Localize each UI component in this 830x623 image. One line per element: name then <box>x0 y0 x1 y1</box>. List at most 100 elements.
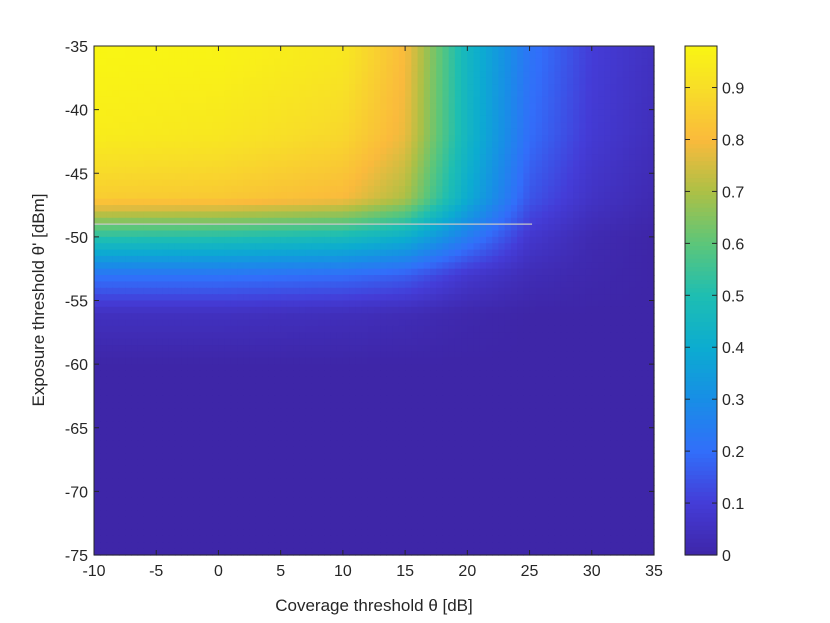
heatmap-cell <box>112 122 120 130</box>
heatmap-cell <box>162 71 170 79</box>
heatmap-cell <box>610 287 618 295</box>
heatmap-cell <box>616 338 624 346</box>
heatmap-cell <box>262 173 269 181</box>
heatmap-cell <box>585 115 593 123</box>
heatmap-cell <box>461 383 468 391</box>
heatmap-cell <box>566 65 574 73</box>
heatmap-cell <box>380 287 388 295</box>
heatmap-cell <box>249 255 257 263</box>
heatmap-cell <box>535 96 543 104</box>
heatmap-cell <box>554 243 562 251</box>
heatmap-cell <box>423 262 431 270</box>
heatmap-cell <box>398 65 406 73</box>
heatmap-cell <box>417 313 425 321</box>
heatmap-cell <box>492 211 500 219</box>
heatmap-cell <box>193 71 201 79</box>
heatmap-cell <box>479 224 487 232</box>
heatmap-cell <box>262 332 269 340</box>
heatmap-cell <box>498 122 506 130</box>
heatmap-cell <box>573 313 580 321</box>
heatmap-cell <box>286 52 294 60</box>
heatmap-cell <box>542 52 549 60</box>
heatmap-cell <box>118 376 126 384</box>
heatmap-cell <box>517 109 524 117</box>
heatmap-cell <box>156 58 164 66</box>
heatmap-cell <box>174 135 182 143</box>
heatmap-cell <box>423 313 431 321</box>
heatmap-cell <box>585 230 593 238</box>
heatmap-cell <box>162 211 170 219</box>
heatmap-cell <box>305 319 313 327</box>
heatmap-cell <box>237 154 244 162</box>
heatmap-cell <box>560 281 568 289</box>
heatmap-cell <box>461 325 468 333</box>
heatmap-cell <box>125 205 132 213</box>
heatmap-cell <box>573 147 580 155</box>
heatmap-cell <box>585 351 593 359</box>
heatmap-cell <box>430 58 437 66</box>
heatmap-cell <box>218 192 226 200</box>
heatmap-cell <box>168 300 176 308</box>
heatmap-cell <box>349 71 356 79</box>
heatmap-cell <box>473 185 481 193</box>
heatmap-cell <box>598 109 605 117</box>
heatmap-cell <box>392 96 400 104</box>
heatmap-cell <box>479 338 487 346</box>
heatmap-cell <box>411 345 419 352</box>
heatmap-cell <box>355 325 363 333</box>
heatmap-cell <box>106 179 114 187</box>
heatmap-cell <box>504 103 512 111</box>
heatmap-cell <box>629 357 636 365</box>
heatmap-cell <box>224 281 232 289</box>
heatmap-cell <box>324 58 332 66</box>
heatmap-cell <box>125 287 132 295</box>
heatmap-cell <box>162 46 170 53</box>
heatmap-cell <box>598 332 605 340</box>
heatmap-cell <box>311 332 319 340</box>
heatmap-cell <box>374 179 381 187</box>
heatmap-cell <box>174 109 182 117</box>
heatmap-cell <box>367 147 375 155</box>
heatmap-cell <box>187 338 195 346</box>
heatmap-cell <box>94 58 101 66</box>
heatmap-cell <box>355 198 363 206</box>
heatmap-cell <box>454 255 462 263</box>
heatmap-cell <box>504 122 512 130</box>
heatmap-cell <box>187 122 195 130</box>
heatmap-cell <box>504 166 512 174</box>
heatmap-cell <box>430 211 437 219</box>
heatmap-cell <box>230 383 238 391</box>
heatmap-cell <box>585 192 593 200</box>
heatmap-cell <box>342 179 350 187</box>
heatmap-cell <box>355 77 363 85</box>
heatmap-cell <box>604 243 612 251</box>
heatmap-cell <box>305 192 313 200</box>
heatmap-cell <box>262 205 269 213</box>
heatmap-cell <box>423 357 431 365</box>
heatmap-cell <box>616 306 624 314</box>
heatmap-cell <box>585 141 593 149</box>
heatmap-cell <box>591 211 599 219</box>
heatmap-cell <box>405 185 412 193</box>
heatmap-cell <box>517 389 524 397</box>
heatmap-cell <box>479 211 487 219</box>
heatmap-cell <box>243 141 251 149</box>
heatmap-cell <box>137 268 145 276</box>
heatmap-cell <box>579 84 587 92</box>
heatmap-cell <box>486 376 493 384</box>
heatmap-cell <box>249 77 257 85</box>
heatmap-cell <box>237 84 244 92</box>
heatmap-cell <box>199 313 207 321</box>
heatmap-cell <box>542 230 549 238</box>
heatmap-cell <box>473 46 481 53</box>
heatmap-cell <box>598 236 605 244</box>
heatmap-cell <box>398 141 406 149</box>
heatmap-cell <box>361 179 369 187</box>
heatmap-cell <box>461 84 468 92</box>
heatmap-cell <box>436 287 444 295</box>
heatmap-cell <box>529 217 537 225</box>
heatmap-cell <box>554 376 562 384</box>
heatmap-cell <box>454 46 462 53</box>
heatmap-cell <box>604 109 612 117</box>
heatmap-cell <box>367 179 375 187</box>
